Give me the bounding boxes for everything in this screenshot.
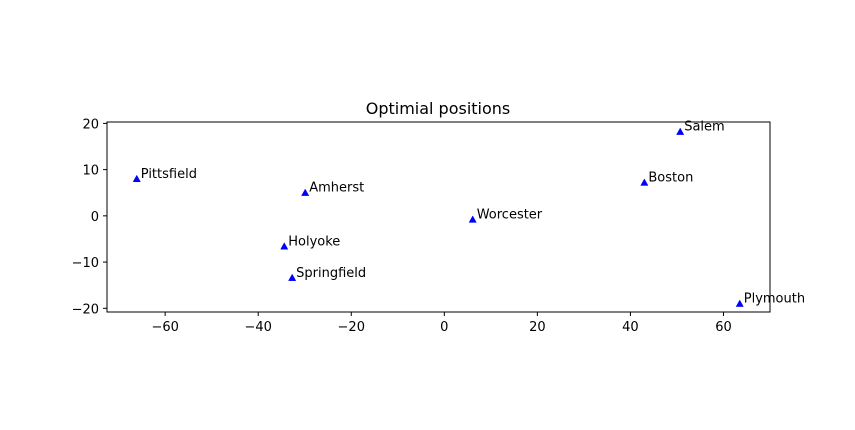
data-point: Boston xyxy=(640,171,693,186)
data-point: Plymouth xyxy=(735,292,805,307)
y-tick-label: −10 xyxy=(72,256,99,271)
triangle-marker xyxy=(301,188,310,196)
triangle-marker xyxy=(640,178,649,186)
data-point: Springfield xyxy=(288,266,366,281)
data-point: Worcester xyxy=(468,208,543,223)
plot-area-frame xyxy=(106,121,771,313)
point-label: Salem xyxy=(684,120,725,135)
data-points: Pittsfield Amherst Holyoke Springfield Worce… xyxy=(132,120,805,307)
x-axis: −60 −40 −20 0 20 40 60 xyxy=(151,312,732,335)
point-label: Amherst xyxy=(309,181,364,196)
x-tick-label: 60 xyxy=(715,320,732,335)
point-label: Plymouth xyxy=(744,292,805,307)
point-label: Holyoke xyxy=(288,234,340,249)
point-label: Springfield xyxy=(296,266,366,281)
triangle-marker xyxy=(468,215,477,223)
x-tick-label: −60 xyxy=(151,320,178,335)
triangle-marker xyxy=(676,127,685,135)
y-axis: −20 −10 0 10 20 xyxy=(72,117,107,317)
x-tick-label: 40 xyxy=(622,320,639,335)
triangle-marker xyxy=(735,299,744,307)
x-tick-label: −20 xyxy=(338,320,365,335)
triangle-marker xyxy=(288,273,297,281)
triangle-marker xyxy=(132,174,141,182)
point-label: Pittsfield xyxy=(141,167,197,182)
data-point: Pittsfield xyxy=(132,167,197,182)
data-point: Holyoke xyxy=(280,234,340,250)
chart-title: Optimial positions xyxy=(366,99,511,118)
y-tick-label: −20 xyxy=(72,302,99,317)
y-tick-label: 0 xyxy=(91,210,99,225)
x-tick-label: 0 xyxy=(440,320,448,335)
triangle-marker xyxy=(280,242,289,250)
y-tick-label: 20 xyxy=(82,117,99,132)
data-point: Amherst xyxy=(301,181,364,196)
data-point: Salem xyxy=(676,120,725,135)
point-label: Boston xyxy=(648,171,693,186)
x-tick-label: 20 xyxy=(529,320,546,335)
y-tick-label: 10 xyxy=(82,164,99,179)
x-tick-label: −40 xyxy=(244,320,271,335)
point-label: Worcester xyxy=(477,208,543,223)
